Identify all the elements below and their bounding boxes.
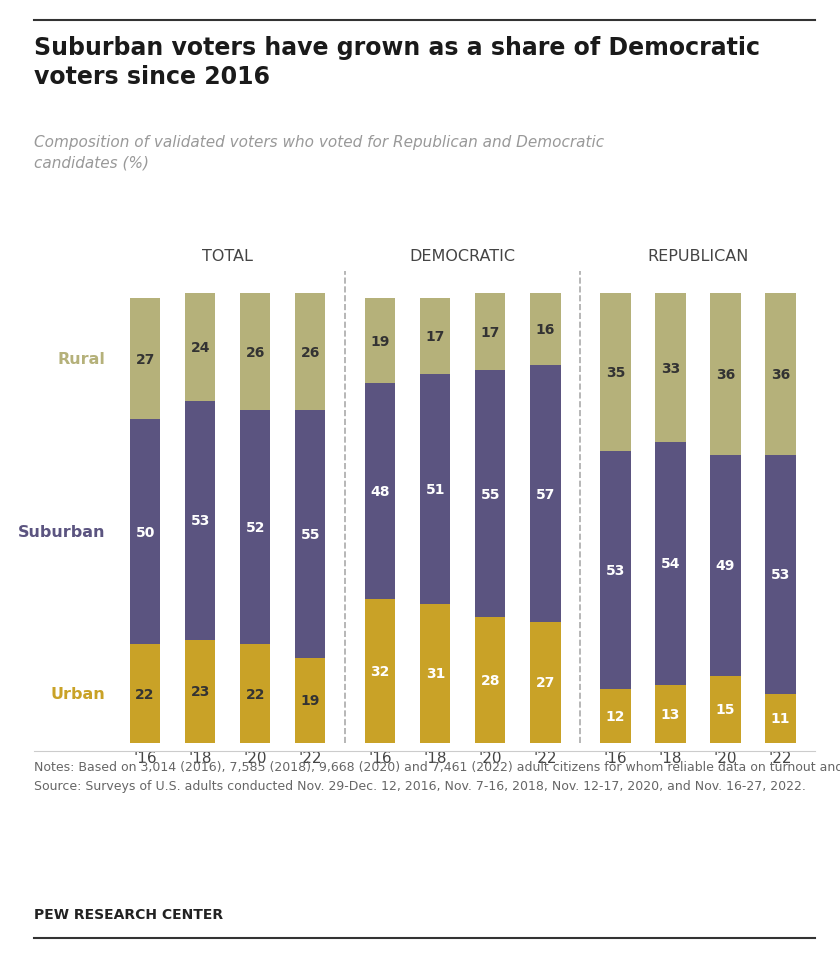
Text: 26: 26 [245, 346, 265, 359]
Bar [420, 298, 450, 375]
Text: 36: 36 [716, 368, 735, 382]
Text: 15: 15 [716, 702, 735, 717]
Bar [185, 402, 215, 640]
Text: 49: 49 [716, 558, 735, 573]
Text: 36: 36 [771, 368, 790, 382]
Text: 19: 19 [370, 335, 390, 348]
Bar [711, 294, 741, 456]
Bar [185, 640, 215, 743]
Text: 27: 27 [135, 353, 155, 366]
Text: 17: 17 [426, 330, 445, 344]
Text: 33: 33 [661, 361, 680, 375]
Text: 23: 23 [191, 684, 210, 699]
Bar [420, 375, 450, 604]
Text: Urban: Urban [50, 686, 106, 701]
Text: Suburban: Suburban [18, 525, 106, 539]
Bar [295, 658, 325, 743]
Text: 16: 16 [536, 323, 555, 337]
Bar [601, 294, 631, 452]
Text: Notes: Based on 3,014 (2016), 7,585 (2018), 9,668 (2020) and 7,461 (2022) adult : Notes: Based on 3,014 (2016), 7,585 (201… [34, 760, 840, 792]
Bar [365, 599, 396, 743]
Text: 13: 13 [661, 707, 680, 721]
Text: 19: 19 [301, 694, 320, 708]
Text: 32: 32 [370, 664, 390, 679]
Title: TOTAL: TOTAL [202, 249, 253, 263]
Text: 22: 22 [245, 687, 265, 700]
Bar [711, 676, 741, 743]
Text: Suburban voters have grown as a share of Democratic
voters since 2016: Suburban voters have grown as a share of… [34, 36, 759, 89]
Bar [130, 298, 160, 420]
Bar [655, 442, 685, 685]
Text: 17: 17 [480, 325, 500, 339]
Text: 35: 35 [606, 366, 625, 379]
Text: 57: 57 [536, 487, 555, 501]
Text: 26: 26 [301, 346, 320, 359]
Text: 31: 31 [426, 667, 445, 680]
Bar [130, 644, 160, 743]
Text: PEW RESEARCH CENTER: PEW RESEARCH CENTER [34, 907, 223, 922]
Text: 27: 27 [536, 676, 555, 690]
Text: 53: 53 [771, 568, 790, 582]
Text: Composition of validated voters who voted for Republican and Democratic
candidat: Composition of validated voters who vote… [34, 135, 604, 170]
Text: 51: 51 [426, 482, 445, 497]
Bar [295, 294, 325, 411]
Bar [130, 420, 160, 644]
Bar [475, 371, 506, 618]
Bar [240, 644, 270, 743]
Bar [240, 411, 270, 644]
Bar [475, 618, 506, 743]
Bar [365, 298, 396, 384]
Bar [530, 366, 560, 622]
Bar [365, 384, 396, 599]
Title: REPUBLICAN: REPUBLICAN [648, 249, 748, 263]
Bar [475, 294, 506, 371]
Bar [765, 456, 795, 694]
Text: 28: 28 [480, 674, 500, 687]
Title: DEMOCRATIC: DEMOCRATIC [410, 249, 516, 263]
Text: 54: 54 [661, 557, 680, 571]
Text: Rural: Rural [58, 352, 106, 367]
Text: 48: 48 [370, 485, 390, 498]
Text: 55: 55 [301, 527, 320, 541]
Text: 53: 53 [191, 514, 210, 528]
Bar [765, 294, 795, 456]
Text: 52: 52 [245, 520, 265, 535]
Text: 50: 50 [135, 525, 155, 539]
Text: 24: 24 [191, 341, 210, 355]
Bar [655, 685, 685, 743]
Text: 53: 53 [606, 563, 625, 578]
Bar [185, 294, 215, 402]
Bar [295, 411, 325, 658]
Bar [601, 452, 631, 689]
Bar [765, 694, 795, 743]
Bar [601, 689, 631, 743]
Bar [655, 294, 685, 442]
Text: 11: 11 [771, 712, 790, 725]
Text: 22: 22 [135, 687, 155, 700]
Bar [530, 622, 560, 743]
Bar [420, 604, 450, 743]
Text: 12: 12 [606, 709, 625, 723]
Bar [240, 294, 270, 411]
Bar [530, 294, 560, 366]
Text: 55: 55 [480, 487, 500, 501]
Bar [711, 456, 741, 676]
